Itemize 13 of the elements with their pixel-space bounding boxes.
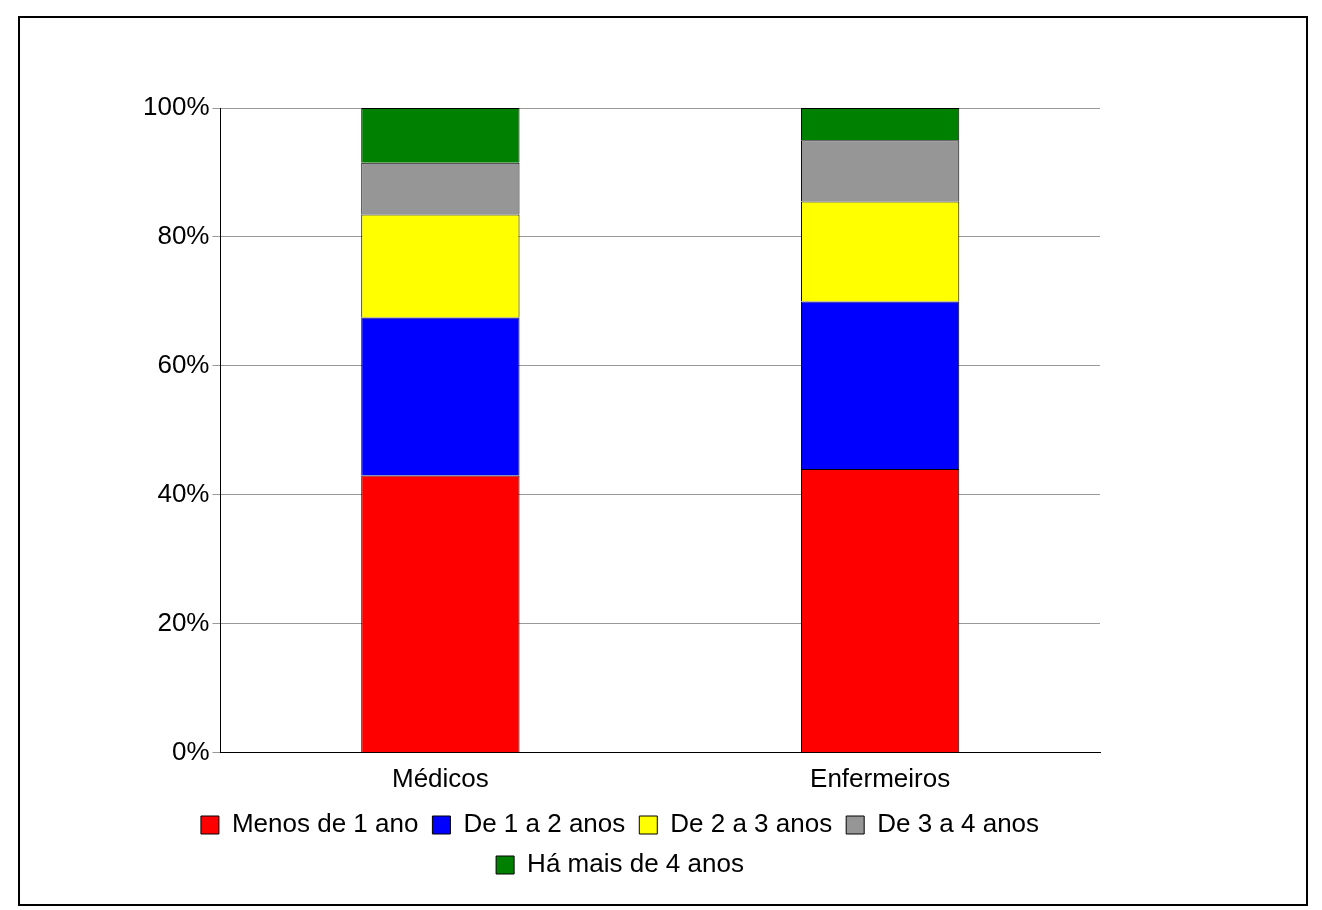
legend-label: De 2 a 3 anos [670, 808, 833, 839]
y-tick-label: 20% [157, 607, 210, 638]
y-tick-label: 100% [143, 91, 210, 122]
y-tick-label: 0% [171, 735, 210, 766]
y-tick-label: 60% [157, 349, 210, 380]
y-tick-label: 40% [157, 478, 210, 509]
x-tick-label: Médicos [391, 762, 489, 793]
legend-label: De 1 a 2 anos [463, 808, 626, 839]
x-tick-label: Enfermeiros [810, 762, 951, 793]
y-tick-label: 80% [157, 220, 210, 251]
legend-label: Há mais de 4 anos [527, 848, 744, 879]
legend-label: De 3 a 4 anos [877, 808, 1040, 839]
legend-label: Menos de 1 ano [231, 808, 419, 839]
